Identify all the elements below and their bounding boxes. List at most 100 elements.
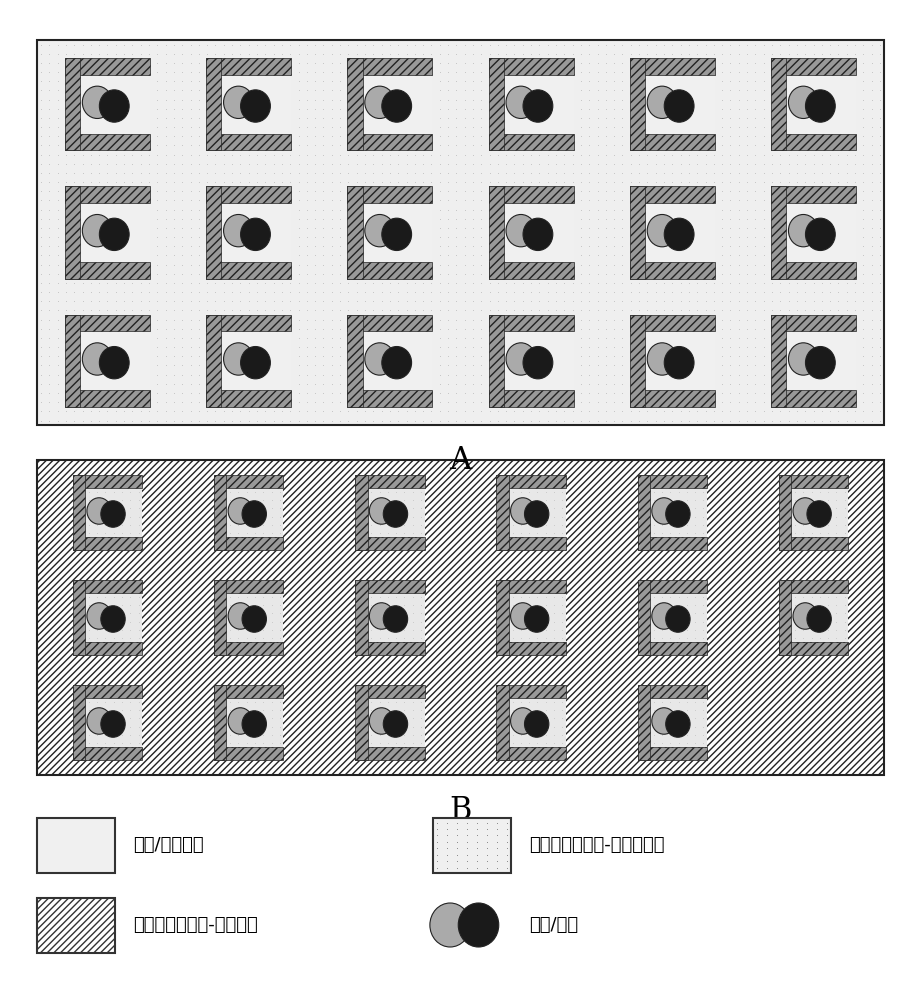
Point: [42, 247, 57, 263]
Point: [167, 183, 181, 199]
Point: [541, 202, 555, 218]
Point: [822, 321, 837, 337]
Point: [740, 183, 754, 199]
Point: [781, 394, 796, 410]
Point: [696, 484, 711, 500]
Point: [283, 128, 297, 144]
Point: [266, 36, 281, 52]
Point: [341, 73, 356, 89]
Point: [134, 55, 148, 71]
Point: [142, 284, 157, 300]
Point: [781, 119, 796, 135]
Point: [324, 64, 339, 80]
Point: [391, 55, 405, 71]
Point: [513, 500, 528, 516]
Point: [615, 330, 630, 346]
Point: [549, 229, 564, 245]
Point: [549, 183, 564, 199]
Point: [607, 312, 622, 328]
Point: [648, 357, 663, 373]
Point: [150, 275, 165, 291]
Point: [688, 702, 703, 718]
Point: [688, 509, 703, 525]
Point: [680, 614, 694, 630]
Point: [241, 64, 256, 80]
Point: [364, 702, 379, 718]
Point: [449, 183, 463, 199]
Point: [789, 128, 804, 144]
Point: [513, 622, 528, 638]
Point: [781, 330, 796, 346]
Point: [798, 229, 812, 245]
Point: [789, 376, 804, 392]
Point: [715, 321, 729, 337]
Point: [233, 229, 248, 245]
Point: [397, 525, 412, 541]
Point: [33, 330, 48, 346]
Point: [574, 110, 589, 126]
Point: [241, 229, 256, 245]
Point: [167, 284, 181, 300]
Point: [673, 119, 688, 135]
Point: [92, 156, 107, 172]
Point: [440, 156, 455, 172]
Point: [122, 509, 137, 525]
Point: [624, 403, 638, 419]
Point: [273, 525, 287, 541]
Point: [690, 413, 705, 429]
Point: [407, 55, 422, 71]
Point: [748, 229, 763, 245]
Point: [657, 36, 671, 52]
Point: [557, 156, 572, 172]
Point: [773, 82, 787, 98]
Point: [415, 119, 430, 135]
Point: [513, 597, 528, 613]
Point: [59, 211, 74, 227]
Point: [76, 394, 90, 410]
Point: [599, 247, 613, 263]
Point: [424, 137, 438, 153]
Point: [200, 202, 215, 218]
Point: [483, 202, 497, 218]
Point: [491, 394, 506, 410]
Point: [715, 275, 729, 291]
Point: [266, 330, 281, 346]
Point: [109, 110, 123, 126]
Point: [364, 630, 379, 646]
Point: [507, 229, 522, 245]
Point: [67, 302, 82, 318]
Point: [192, 211, 206, 227]
Point: [399, 137, 414, 153]
Point: [574, 293, 589, 309]
Point: [167, 257, 181, 273]
Point: [640, 293, 655, 309]
Point: [590, 293, 605, 309]
Point: [432, 367, 447, 383]
Point: [690, 403, 705, 419]
Point: [59, 293, 74, 309]
Point: [483, 413, 497, 429]
Point: [183, 192, 198, 208]
Point: [756, 348, 771, 364]
Point: [357, 137, 372, 153]
Point: [682, 284, 696, 300]
Point: [458, 165, 472, 181]
Point: [274, 119, 289, 135]
Point: [100, 110, 115, 126]
Point: [682, 238, 696, 254]
Point: [524, 367, 539, 383]
Point: [308, 36, 322, 52]
Point: [299, 46, 314, 62]
Point: [480, 814, 495, 830]
Bar: [64, 390, 150, 407]
Point: [507, 128, 522, 144]
Point: [299, 119, 314, 135]
Point: [530, 694, 544, 710]
Point: [59, 174, 74, 190]
Point: [806, 339, 821, 355]
Point: [175, 82, 190, 98]
Bar: [363, 331, 433, 390]
Point: [847, 147, 862, 163]
Point: [524, 192, 539, 208]
Point: [731, 321, 746, 337]
